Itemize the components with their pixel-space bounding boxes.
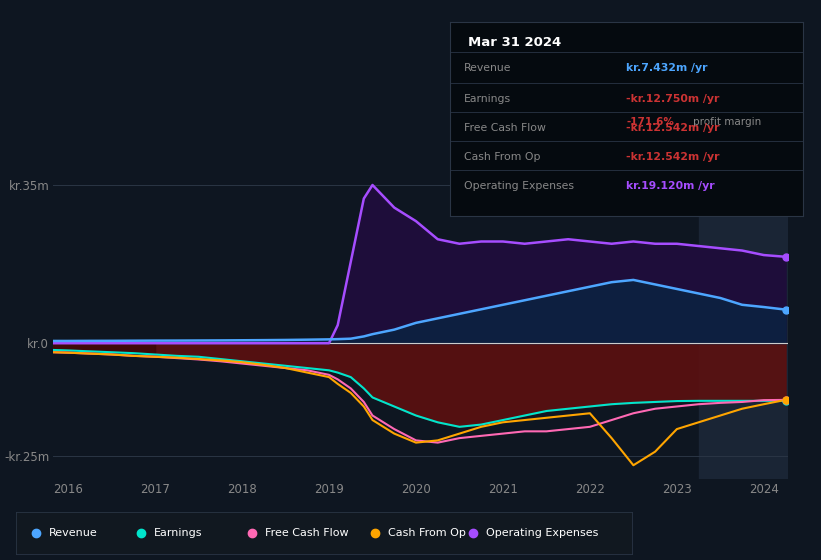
Text: -171.6%: -171.6% xyxy=(626,117,674,127)
Text: Earnings: Earnings xyxy=(154,529,202,538)
Text: Free Cash Flow: Free Cash Flow xyxy=(464,123,546,133)
Text: Free Cash Flow: Free Cash Flow xyxy=(264,529,348,538)
Text: -kr.12.542m /yr: -kr.12.542m /yr xyxy=(626,152,720,162)
Text: Cash From Op: Cash From Op xyxy=(388,529,466,538)
Text: -kr.12.542m /yr: -kr.12.542m /yr xyxy=(626,123,720,133)
Text: Revenue: Revenue xyxy=(49,529,98,538)
Text: profit margin: profit margin xyxy=(694,117,762,127)
Text: kr.19.120m /yr: kr.19.120m /yr xyxy=(626,181,715,190)
Bar xyxy=(699,162,788,479)
Text: Revenue: Revenue xyxy=(464,63,511,73)
Text: Cash From Op: Cash From Op xyxy=(464,152,540,162)
Text: -kr.12.750m /yr: -kr.12.750m /yr xyxy=(626,94,720,104)
Text: Mar 31 2024: Mar 31 2024 xyxy=(468,36,561,49)
Text: Operating Expenses: Operating Expenses xyxy=(486,529,599,538)
Text: Operating Expenses: Operating Expenses xyxy=(464,181,574,190)
Text: kr.7.432m /yr: kr.7.432m /yr xyxy=(626,63,708,73)
Text: Earnings: Earnings xyxy=(464,94,511,104)
